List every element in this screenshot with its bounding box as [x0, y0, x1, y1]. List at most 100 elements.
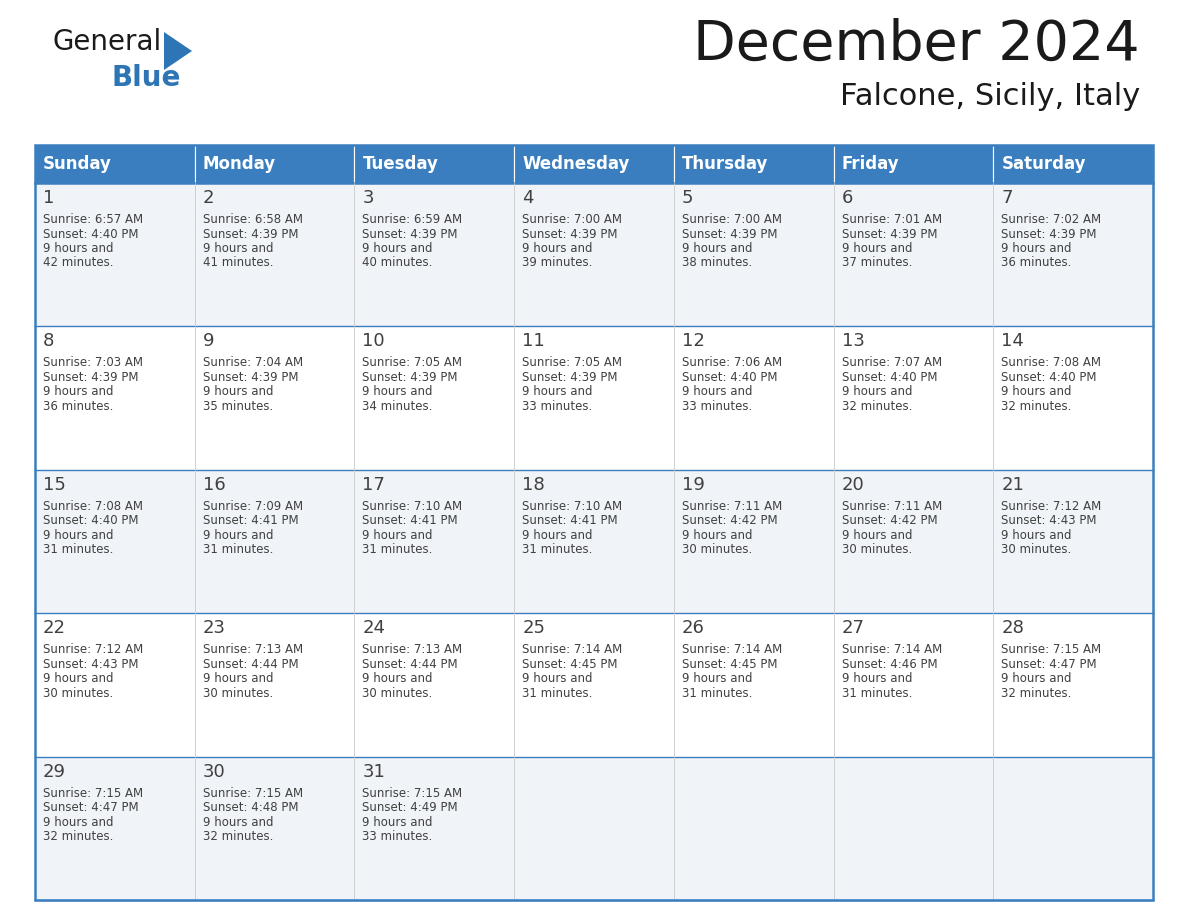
Text: Sunrise: 7:13 AM: Sunrise: 7:13 AM: [362, 644, 462, 656]
Bar: [354, 756, 514, 900]
Bar: [993, 756, 1154, 900]
Text: December 2024: December 2024: [694, 18, 1140, 72]
Text: Sunrise: 7:08 AM: Sunrise: 7:08 AM: [1001, 356, 1101, 369]
Text: Sunset: 4:39 PM: Sunset: 4:39 PM: [362, 371, 457, 384]
Text: 41 minutes.: 41 minutes.: [203, 256, 273, 270]
Text: 9 hours and: 9 hours and: [362, 529, 432, 542]
Bar: [34, 327, 195, 470]
Text: 24: 24: [362, 620, 385, 637]
Text: 12: 12: [682, 332, 704, 351]
Bar: [195, 470, 354, 613]
Text: 31 minutes.: 31 minutes.: [203, 543, 273, 556]
Text: 32 minutes.: 32 minutes.: [1001, 400, 1072, 413]
Text: Sunrise: 7:12 AM: Sunrise: 7:12 AM: [1001, 499, 1101, 513]
Text: 9 hours and: 9 hours and: [1001, 529, 1072, 542]
Bar: [674, 327, 834, 470]
Bar: [195, 327, 354, 470]
Text: Sunrise: 7:14 AM: Sunrise: 7:14 AM: [682, 644, 782, 656]
Text: 9 hours and: 9 hours and: [203, 672, 273, 685]
Text: 9 hours and: 9 hours and: [43, 386, 114, 398]
Text: 32 minutes.: 32 minutes.: [43, 830, 113, 843]
Text: Sunrise: 7:11 AM: Sunrise: 7:11 AM: [841, 499, 942, 513]
Text: Sunrise: 7:10 AM: Sunrise: 7:10 AM: [362, 499, 462, 513]
Text: Sunset: 4:40 PM: Sunset: 4:40 PM: [1001, 371, 1097, 384]
Text: Sunset: 4:40 PM: Sunset: 4:40 PM: [682, 371, 777, 384]
Text: 30 minutes.: 30 minutes.: [841, 543, 912, 556]
Text: Sunrise: 7:15 AM: Sunrise: 7:15 AM: [43, 787, 143, 800]
Text: 9 hours and: 9 hours and: [1001, 242, 1072, 255]
Text: 26: 26: [682, 620, 704, 637]
Text: 31 minutes.: 31 minutes.: [362, 543, 432, 556]
Text: Falcone, Sicily, Italy: Falcone, Sicily, Italy: [840, 82, 1140, 111]
Text: 18: 18: [523, 476, 545, 494]
Text: Sunset: 4:46 PM: Sunset: 4:46 PM: [841, 657, 937, 671]
Text: 6: 6: [841, 189, 853, 207]
Text: 10: 10: [362, 332, 385, 351]
Text: Sunset: 4:43 PM: Sunset: 4:43 PM: [1001, 514, 1097, 527]
Text: Saturday: Saturday: [1001, 155, 1086, 173]
Text: Sunrise: 7:02 AM: Sunrise: 7:02 AM: [1001, 213, 1101, 226]
Bar: [993, 470, 1154, 613]
Text: 13: 13: [841, 332, 865, 351]
Text: 9 hours and: 9 hours and: [841, 672, 912, 685]
Text: Sunrise: 7:11 AM: Sunrise: 7:11 AM: [682, 499, 782, 513]
Text: 5: 5: [682, 189, 694, 207]
Text: 9 hours and: 9 hours and: [362, 386, 432, 398]
Text: Sunset: 4:45 PM: Sunset: 4:45 PM: [682, 657, 777, 671]
Text: Sunset: 4:39 PM: Sunset: 4:39 PM: [362, 228, 457, 241]
Text: 22: 22: [43, 620, 67, 637]
Text: 9 hours and: 9 hours and: [1001, 672, 1072, 685]
Text: Sunset: 4:49 PM: Sunset: 4:49 PM: [362, 801, 459, 814]
Text: Sunrise: 7:05 AM: Sunrise: 7:05 AM: [523, 356, 623, 369]
Text: 39 minutes.: 39 minutes.: [523, 256, 593, 270]
Text: 9 hours and: 9 hours and: [1001, 386, 1072, 398]
Bar: [354, 327, 514, 470]
Text: 31 minutes.: 31 minutes.: [43, 543, 113, 556]
Text: Sunset: 4:44 PM: Sunset: 4:44 PM: [203, 657, 298, 671]
Bar: [674, 470, 834, 613]
Text: Sunset: 4:41 PM: Sunset: 4:41 PM: [203, 514, 298, 527]
Text: 36 minutes.: 36 minutes.: [43, 400, 113, 413]
Text: Sunrise: 7:00 AM: Sunrise: 7:00 AM: [682, 213, 782, 226]
Text: 33 minutes.: 33 minutes.: [523, 400, 593, 413]
Text: 2: 2: [203, 189, 214, 207]
Text: 31 minutes.: 31 minutes.: [841, 687, 912, 700]
Text: 9 hours and: 9 hours and: [43, 529, 114, 542]
Text: Sunset: 4:39 PM: Sunset: 4:39 PM: [682, 228, 777, 241]
Text: Sunrise: 7:15 AM: Sunrise: 7:15 AM: [203, 787, 303, 800]
Text: 9 hours and: 9 hours and: [682, 672, 752, 685]
Text: Sunset: 4:43 PM: Sunset: 4:43 PM: [43, 657, 139, 671]
Text: 25: 25: [523, 620, 545, 637]
Bar: [674, 613, 834, 756]
Text: 31 minutes.: 31 minutes.: [523, 687, 593, 700]
Text: 34 minutes.: 34 minutes.: [362, 400, 432, 413]
Text: Sunrise: 6:59 AM: Sunrise: 6:59 AM: [362, 213, 462, 226]
Polygon shape: [164, 32, 192, 70]
Text: Sunset: 4:39 PM: Sunset: 4:39 PM: [203, 371, 298, 384]
Text: 9 hours and: 9 hours and: [841, 242, 912, 255]
Text: 30 minutes.: 30 minutes.: [203, 687, 273, 700]
Bar: [514, 756, 674, 900]
Text: Sunrise: 7:14 AM: Sunrise: 7:14 AM: [841, 644, 942, 656]
Bar: [514, 470, 674, 613]
Text: 9 hours and: 9 hours and: [523, 386, 593, 398]
Text: 37 minutes.: 37 minutes.: [841, 256, 912, 270]
Text: Sunrise: 7:12 AM: Sunrise: 7:12 AM: [43, 644, 144, 656]
Text: 9 hours and: 9 hours and: [203, 815, 273, 829]
Text: 7: 7: [1001, 189, 1013, 207]
Text: 16: 16: [203, 476, 226, 494]
Text: 1: 1: [43, 189, 55, 207]
Text: Sunset: 4:47 PM: Sunset: 4:47 PM: [43, 801, 139, 814]
Bar: [34, 470, 195, 613]
Text: Sunrise: 7:09 AM: Sunrise: 7:09 AM: [203, 499, 303, 513]
Text: 20: 20: [841, 476, 865, 494]
Text: Sunrise: 6:57 AM: Sunrise: 6:57 AM: [43, 213, 143, 226]
Text: Blue: Blue: [112, 64, 182, 92]
Text: 9 hours and: 9 hours and: [523, 672, 593, 685]
Text: Monday: Monday: [203, 155, 276, 173]
Text: Sunset: 4:39 PM: Sunset: 4:39 PM: [523, 371, 618, 384]
Text: Sunrise: 7:00 AM: Sunrise: 7:00 AM: [523, 213, 623, 226]
Text: Sunset: 4:41 PM: Sunset: 4:41 PM: [362, 514, 459, 527]
Text: 40 minutes.: 40 minutes.: [362, 256, 432, 270]
Text: Sunset: 4:40 PM: Sunset: 4:40 PM: [43, 228, 139, 241]
